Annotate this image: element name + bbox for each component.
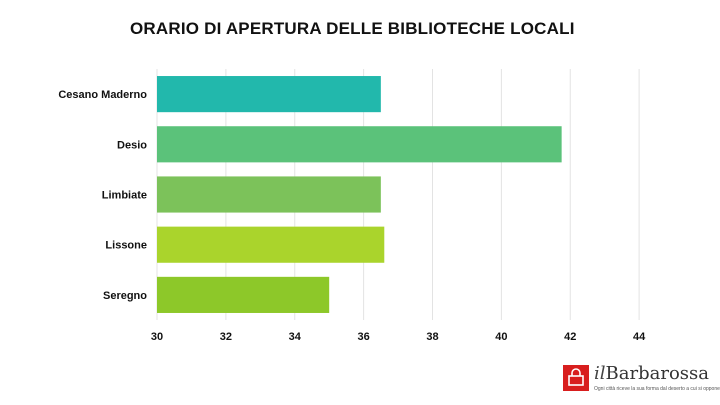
x-tick-label: 38 bbox=[426, 331, 438, 343]
x-tick-label: 32 bbox=[220, 331, 232, 343]
brand-mark-icon bbox=[563, 365, 589, 391]
bar bbox=[157, 276, 330, 313]
x-tick-label: 34 bbox=[289, 331, 302, 343]
chart-title: ORARIO DI APERTURA DELLE BIBLIOTECHE LOC… bbox=[130, 19, 575, 38]
category-label: Cesano Maderno bbox=[58, 89, 147, 101]
x-tick-label: 36 bbox=[358, 331, 370, 343]
category-label: Lissone bbox=[105, 240, 147, 252]
category-labels: Cesano Maderno Desio Limbiate Lissone Seregn… bbox=[58, 89, 147, 302]
x-tick-label: 30 bbox=[151, 331, 163, 343]
x-tick-label: 40 bbox=[495, 331, 507, 343]
bar bbox=[157, 76, 381, 113]
x-tick-labels: 30 32 34 36 38 40 42 44 bbox=[151, 331, 646, 343]
x-tick-label: 42 bbox=[564, 331, 576, 343]
category-label: Seregno bbox=[103, 290, 147, 302]
x-tick-label: 44 bbox=[633, 331, 646, 343]
brand-tagline: Ogni città riceve la sua forma dal deser… bbox=[594, 386, 720, 392]
bar bbox=[157, 226, 385, 263]
category-label: Desio bbox=[117, 139, 147, 151]
brand-name-main: Barbarossa bbox=[605, 363, 709, 384]
bar bbox=[157, 126, 562, 163]
brand-name-prefix: il bbox=[594, 363, 606, 384]
bar bbox=[157, 176, 381, 213]
brand-name: ilBarbarossa bbox=[594, 363, 709, 384]
category-label: Limbiate bbox=[102, 190, 147, 202]
brand-logo: ilBarbarossa Ogni città riceve la sua fo… bbox=[563, 362, 720, 396]
bars bbox=[157, 76, 562, 313]
